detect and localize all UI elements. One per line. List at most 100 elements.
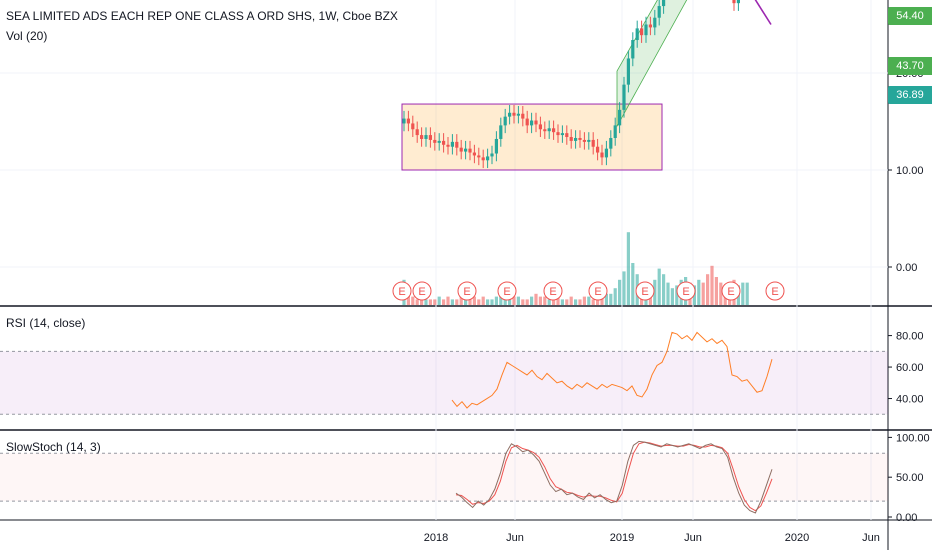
volume-bar <box>701 282 705 305</box>
candle-body <box>459 147 463 152</box>
volume-bar <box>508 296 512 305</box>
rsi-tick-label: 60.00 <box>896 362 924 374</box>
candle-body <box>552 128 556 133</box>
candle-body <box>512 112 516 116</box>
candle-body <box>560 133 564 136</box>
candle-body <box>464 148 468 152</box>
flag-lower-line <box>754 0 772 25</box>
volume-bar <box>547 299 551 305</box>
candle-body <box>547 128 551 132</box>
time-axis-label: 2020 <box>785 532 809 544</box>
candle-body <box>486 156 490 161</box>
earnings-marker-circle <box>588 281 608 301</box>
earnings-marker: E <box>765 281 785 301</box>
stoch-tick-label: 0.00 <box>896 512 917 524</box>
earnings-marker: E <box>635 281 655 301</box>
candle-body <box>415 129 419 136</box>
volume-bar <box>481 296 485 305</box>
candle-body <box>653 17 657 28</box>
earnings-marker: E <box>457 281 477 301</box>
earnings-marker-circle <box>721 281 741 301</box>
volume-bar <box>437 296 441 305</box>
stoch-legend[interactable]: SlowStoch (14, 3) <box>6 440 101 454</box>
candle-body <box>446 144 450 147</box>
volume-bar <box>574 299 578 305</box>
volume-bar <box>411 296 415 305</box>
volume-bar <box>666 282 670 305</box>
volume-bar <box>472 296 476 305</box>
volume-bar <box>706 274 710 305</box>
candle-body <box>600 152 604 158</box>
stoch-tick-label: 100.00 <box>896 432 930 444</box>
candle-body <box>450 141 454 147</box>
volume-bar <box>714 277 718 305</box>
candle-body <box>565 133 569 138</box>
candle-body <box>516 113 520 116</box>
volume-bar <box>600 296 604 305</box>
volume-bar <box>512 296 516 305</box>
volume-legend[interactable]: Vol (20) <box>6 29 48 43</box>
rsi-tick-label: 40.00 <box>896 394 924 406</box>
stoch-band-fill <box>0 453 888 502</box>
candle-body <box>543 129 547 132</box>
candle-body <box>481 157 485 161</box>
volume-bar <box>697 279 701 305</box>
candle-body <box>455 141 459 148</box>
rsi-tick-label: 80.00 <box>896 331 924 343</box>
candle-body <box>420 135 424 139</box>
earnings-marker: E <box>392 281 412 301</box>
volume-bar <box>653 279 657 305</box>
volume-bar <box>587 296 591 305</box>
earnings-marker: E <box>588 281 608 301</box>
earnings-marker-label: E <box>398 286 405 298</box>
volume-bar <box>626 232 630 305</box>
candle-body <box>508 112 512 117</box>
price-tag-54-40: 54.40 <box>888 7 932 25</box>
earnings-marker-circle <box>676 281 696 301</box>
earnings-marker-label: E <box>503 286 510 298</box>
volume-bar <box>565 299 569 305</box>
candle-body <box>604 148 608 158</box>
volume-bar <box>710 265 714 305</box>
candle-body <box>569 137 573 141</box>
candle-body <box>499 125 503 139</box>
volume-bar <box>459 296 463 305</box>
candle-body <box>503 116 507 126</box>
candle-body <box>635 28 639 41</box>
earnings-marker-circle <box>635 281 655 301</box>
volume-bar <box>442 299 446 305</box>
stoch-k-line <box>455 440 773 514</box>
candle-body <box>662 0 666 7</box>
volume-bar <box>494 296 498 305</box>
earnings-marker-label: E <box>682 286 689 298</box>
earnings-marker-circle <box>412 281 432 301</box>
earnings-marker-label: E <box>463 286 470 298</box>
volume-bar <box>675 285 679 305</box>
earnings-marker-circle <box>543 281 563 301</box>
volume-bar <box>622 271 626 305</box>
volume-bar <box>591 299 595 305</box>
volume-bar <box>604 293 608 305</box>
volume-bar <box>455 299 459 305</box>
rising-channel <box>616 0 688 127</box>
candle-body <box>494 138 498 154</box>
volume-bar <box>534 293 538 305</box>
symbol-title[interactable]: SEA LIMITED ADS EACH REP ONE CLASS A ORD… <box>6 9 398 23</box>
volume-bar <box>538 296 542 305</box>
volume-bar <box>552 299 556 305</box>
candle-body <box>490 153 494 157</box>
candle-body <box>582 139 586 142</box>
earnings-marker: E <box>412 281 432 301</box>
earnings-marker-label: E <box>641 286 648 298</box>
volume-bar <box>582 296 586 305</box>
candle-body <box>578 137 582 140</box>
candle-body <box>525 118 529 126</box>
candle-body <box>521 113 525 119</box>
rsi-legend[interactable]: RSI (14, close) <box>6 316 86 330</box>
volume-bar <box>420 296 424 305</box>
candle-body <box>556 132 560 136</box>
candle-body <box>406 118 410 124</box>
volume-bar <box>530 296 534 305</box>
